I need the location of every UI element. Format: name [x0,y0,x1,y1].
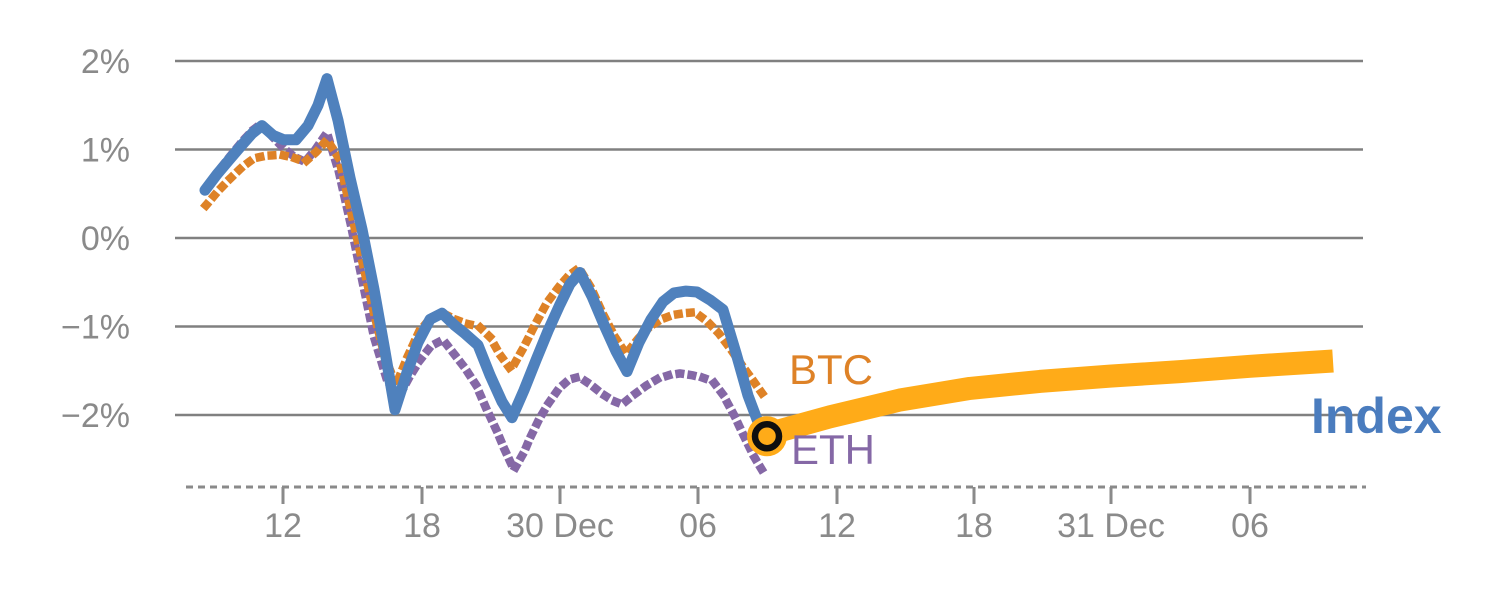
series-label-btc: BTC [789,346,873,393]
x-axis-label: 31 Dec [1057,507,1165,545]
x-axis-label: 06 [679,507,717,545]
x-axis-label: 30 Dec [506,507,614,545]
series-label-index: Index [1311,388,1442,444]
series-index-line [199,73,772,440]
current-point-marker-ring [751,420,783,452]
x-axis-label: 12 [818,507,856,545]
y-axis-label: 0% [81,220,130,258]
series-eth-line [202,119,769,478]
series-btc-line [200,135,769,401]
y-axis-label: 1% [81,132,130,170]
x-axis-label: 18 [403,507,441,545]
x-axis-label: 06 [1231,507,1269,545]
y-axis-label: −2% [61,397,130,435]
y-axis-label: 2% [81,43,130,81]
series-index-forecast-line [762,349,1334,446]
x-axis-label: 18 [955,507,993,545]
x-axis-label: 12 [264,507,302,545]
series-label-eth: ETH [791,426,875,473]
y-axis-label: −1% [61,309,130,347]
